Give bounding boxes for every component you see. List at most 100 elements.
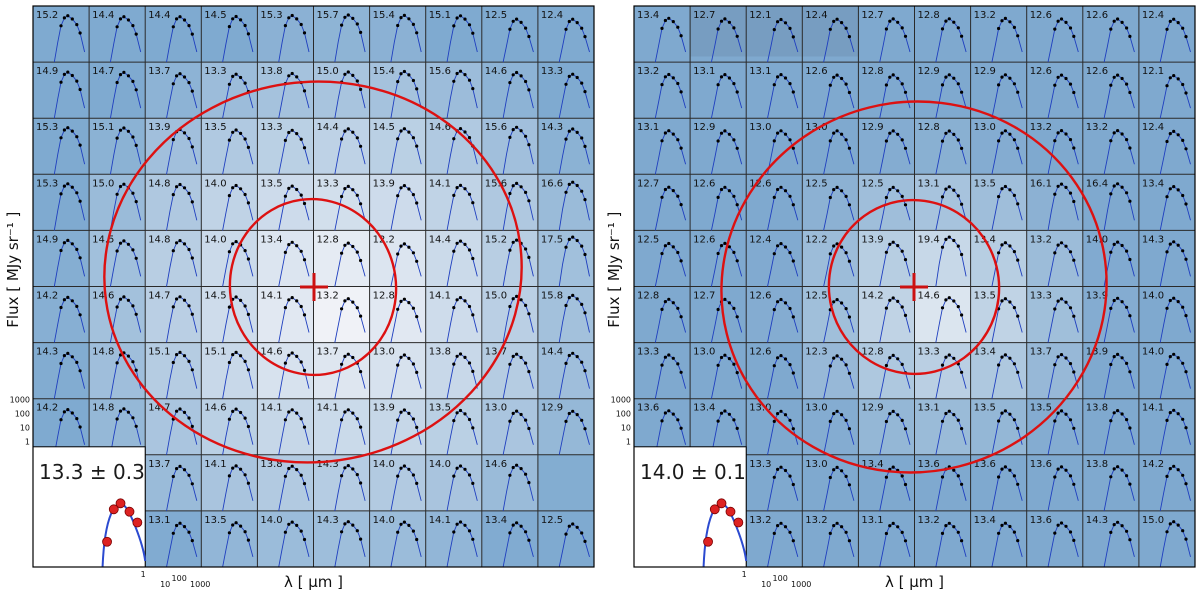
sed-point <box>772 195 776 199</box>
sed-point <box>571 180 575 184</box>
sed-point <box>359 425 363 429</box>
sed-point <box>1176 468 1180 472</box>
sed-point <box>1064 20 1068 24</box>
sed-point <box>944 355 948 359</box>
sed-point <box>467 136 472 140</box>
sed-point <box>66 351 70 355</box>
sed-point <box>779 17 783 22</box>
cell-value-label: 12.5 <box>805 178 827 189</box>
sed-point <box>299 304 303 309</box>
sed-point <box>732 250 736 254</box>
cell-value-label: 14.2 <box>36 403 58 414</box>
sed-point <box>343 15 347 19</box>
cell-value-label: 14.1 <box>1142 403 1164 414</box>
sed-point <box>402 69 406 74</box>
sed-point <box>178 15 182 19</box>
sed-point <box>402 13 406 17</box>
sed-point <box>519 412 523 417</box>
sed-point <box>355 529 359 533</box>
cell-value-label: 13.3 <box>541 66 563 77</box>
sed-point <box>246 538 250 542</box>
sed-point <box>1064 76 1068 81</box>
sed-point <box>997 139 1001 143</box>
sed-point <box>182 298 187 302</box>
sed-point <box>884 27 889 31</box>
sed-point <box>791 371 795 375</box>
sed-point <box>660 195 664 199</box>
sed-point <box>896 132 900 136</box>
cell-value-label: 12.6 <box>1086 10 1108 21</box>
sed-point <box>891 240 895 244</box>
sed-point <box>467 529 472 533</box>
sed-point <box>1112 523 1116 527</box>
panel-frame <box>32 5 595 568</box>
sed-point <box>1072 146 1076 150</box>
sed-point <box>75 247 79 251</box>
sed-point <box>888 242 892 246</box>
sed-point <box>679 203 683 207</box>
sed-point <box>575 525 579 529</box>
sed-point <box>351 73 355 77</box>
sed-point <box>1109 250 1113 254</box>
cell-value-label: 13.3 <box>204 66 226 77</box>
sed-point <box>399 299 403 303</box>
sed-point <box>458 296 463 300</box>
sed-point <box>779 129 783 133</box>
sed-point <box>1016 482 1020 486</box>
sed-point <box>411 306 415 310</box>
sed-point <box>134 256 138 260</box>
sed-point <box>508 362 512 366</box>
sed-point <box>564 82 568 86</box>
sed-point <box>399 466 403 470</box>
sed-point <box>564 361 568 365</box>
sed-point <box>115 249 119 253</box>
sed-point <box>1059 182 1064 186</box>
sed-point <box>660 419 664 423</box>
sed-point <box>283 530 287 534</box>
sed-point <box>1172 240 1176 244</box>
sed-point <box>663 187 668 192</box>
sed-point <box>1184 91 1188 95</box>
sed-point <box>772 308 776 312</box>
sed-point <box>302 146 307 150</box>
sed-point <box>239 524 243 528</box>
cell-value-label: 15.2 <box>485 234 507 245</box>
sed-point <box>832 19 836 23</box>
sed-point <box>1112 467 1116 471</box>
sed-point <box>1008 412 1012 416</box>
sed-point <box>359 314 363 318</box>
sed-point <box>788 251 792 255</box>
sed-point <box>779 465 783 469</box>
sed-point <box>407 411 411 415</box>
sed-point <box>402 297 406 301</box>
sed-point <box>735 371 739 375</box>
sed-point <box>1168 132 1172 136</box>
sed-point <box>115 305 119 309</box>
sed-point <box>575 21 579 25</box>
sed-point <box>75 135 79 139</box>
sed-point <box>1059 409 1064 413</box>
sed-point <box>511 465 515 470</box>
sed-point <box>515 238 519 242</box>
inner-ellipse <box>228 197 398 377</box>
cell-value-label: 12.3 <box>805 347 827 358</box>
sed-point <box>467 248 472 252</box>
sed-point <box>1008 300 1012 304</box>
cell-value-label: 13.8 <box>1086 403 1108 414</box>
cell-value-label: 14.4 <box>92 10 114 21</box>
sed-point <box>355 193 359 197</box>
sed-point <box>287 522 291 526</box>
cell-value-label: 13.7 <box>148 459 170 470</box>
sed-point <box>844 194 848 198</box>
sed-point <box>122 407 126 411</box>
sed-point <box>844 474 848 478</box>
sed-point <box>791 35 795 39</box>
sed-point <box>524 26 528 30</box>
sed-point <box>1059 353 1064 357</box>
sed-point <box>940 245 945 249</box>
sed-point <box>1072 538 1076 543</box>
cell-value-label: 13.5 <box>974 291 996 302</box>
sed-point <box>287 466 291 471</box>
sed-point <box>667 353 671 357</box>
sed-point <box>234 464 238 468</box>
